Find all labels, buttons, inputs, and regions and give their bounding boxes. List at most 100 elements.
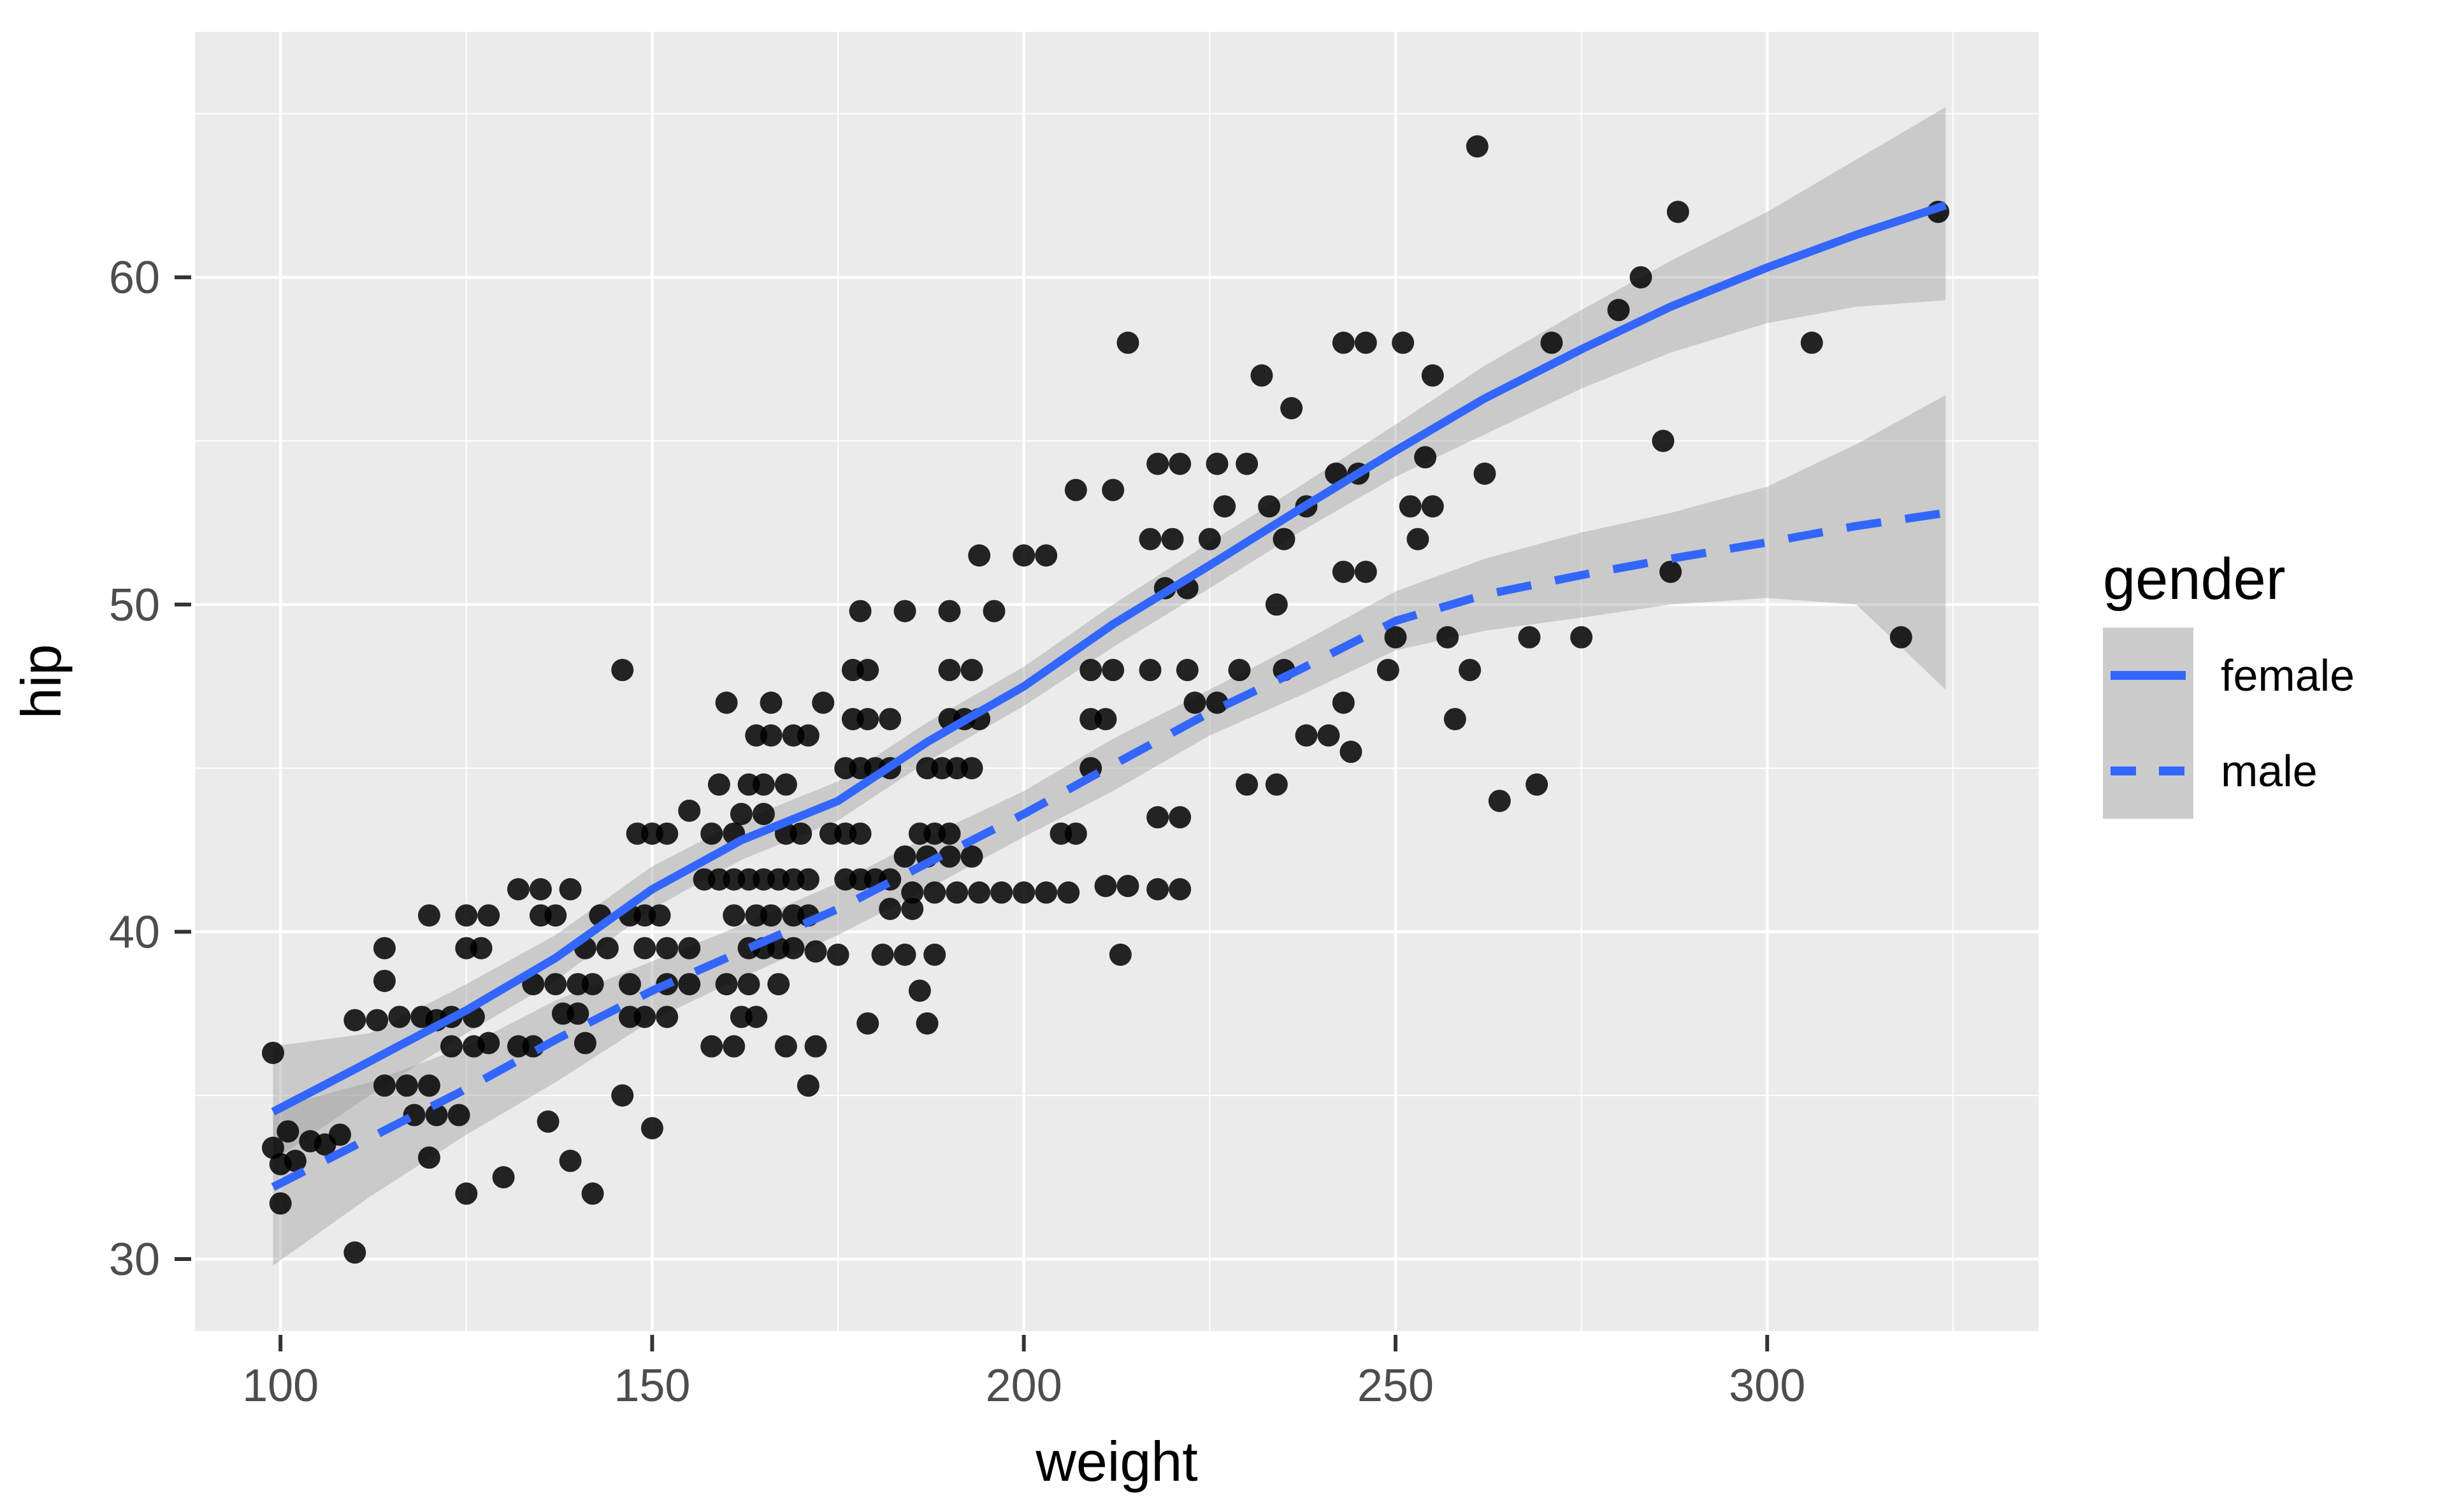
scatter-point xyxy=(477,904,500,927)
scatter-point xyxy=(983,600,1006,623)
scatter-point xyxy=(455,1182,478,1205)
female-trend-line xyxy=(271,201,1947,1116)
scatter-point xyxy=(715,973,738,996)
scatter-point xyxy=(723,1035,746,1058)
scatter-point xyxy=(492,1166,515,1189)
scatter-point xyxy=(826,943,849,966)
scatter-point xyxy=(901,897,924,920)
scatter-point xyxy=(1332,691,1355,714)
scatter-point xyxy=(938,600,961,623)
scatter-point xyxy=(893,943,916,966)
confidence-bands xyxy=(273,107,1946,1266)
scatter-point xyxy=(804,940,827,963)
y-tick-label: 40 xyxy=(109,907,160,958)
scatter-point xyxy=(938,659,961,682)
scatter-point xyxy=(417,904,440,927)
scatter-point xyxy=(1169,878,1192,901)
scatter-point xyxy=(752,803,775,826)
scatter-point xyxy=(700,1035,723,1058)
scatter-point xyxy=(916,1012,939,1035)
scatter-point xyxy=(990,881,1013,904)
scatter-point xyxy=(774,773,797,796)
scatter-point xyxy=(343,1009,366,1032)
scatter-point xyxy=(849,822,872,845)
scatter-point xyxy=(366,1009,389,1032)
plot-panel xyxy=(195,32,2039,1331)
scatter-point xyxy=(417,1146,440,1169)
scatter-point xyxy=(277,1120,300,1143)
scatter-point xyxy=(760,724,783,747)
scatter-point xyxy=(856,708,879,731)
scatter-point xyxy=(782,937,805,960)
legend-label: male xyxy=(2221,746,2318,796)
scatter-point xyxy=(752,773,775,796)
scatter-point xyxy=(559,1149,582,1172)
scatter-point xyxy=(812,691,835,714)
scatter-point xyxy=(1206,691,1229,714)
scatter-point xyxy=(1079,659,1102,682)
scatter-point xyxy=(1295,724,1318,747)
scatter-point xyxy=(1176,659,1199,682)
scatter-point xyxy=(1273,528,1296,551)
scatter-point xyxy=(1354,560,1377,583)
scatter-point xyxy=(760,904,783,927)
x-tick-label: 100 xyxy=(242,1360,319,1411)
scatter-point xyxy=(960,659,983,682)
scatter-point xyxy=(1399,495,1422,518)
scatter-point xyxy=(767,973,790,996)
scatter-point xyxy=(1236,773,1259,796)
scatter-point xyxy=(656,937,679,960)
scatter-point xyxy=(678,799,701,822)
scatter-point xyxy=(678,937,701,960)
scatter-point xyxy=(537,1110,559,1133)
scatter-point xyxy=(1258,495,1281,518)
scatter-point xyxy=(1116,331,1139,354)
scatter-point xyxy=(1384,626,1407,649)
scatter-point xyxy=(1376,659,1399,682)
scatter-point xyxy=(373,1074,396,1097)
scatter-point xyxy=(574,1032,596,1055)
scatter-point xyxy=(1146,878,1169,901)
scatter-point xyxy=(1169,452,1192,475)
scatter-point xyxy=(723,904,746,927)
scatter-point xyxy=(1213,495,1236,518)
x-tick-label: 150 xyxy=(614,1360,690,1411)
scatter-point xyxy=(797,724,819,747)
scatter-point xyxy=(544,973,567,996)
scatter-point xyxy=(373,937,396,960)
y-axis-title: hip xyxy=(10,644,73,719)
scatter-point xyxy=(1421,364,1444,387)
scatter-point xyxy=(1183,691,1206,714)
scatter-point xyxy=(1206,452,1229,475)
scatter-point xyxy=(470,937,493,960)
scatter-point xyxy=(633,937,656,960)
scatter-point xyxy=(938,822,961,845)
scatter-point xyxy=(373,969,396,992)
scatter-point xyxy=(395,1074,418,1097)
scatter-point xyxy=(1659,560,1682,583)
scatter-point xyxy=(1354,331,1377,354)
scatter-point xyxy=(567,1002,589,1025)
scatter-point xyxy=(656,1005,679,1028)
scatter-point xyxy=(447,1104,470,1127)
scatter-point xyxy=(1013,544,1036,567)
y-tick-label: 60 xyxy=(109,252,160,303)
scatter-point xyxy=(1473,462,1496,485)
scatter-point xyxy=(960,757,983,780)
scatter-point xyxy=(1666,200,1689,223)
scatter-point xyxy=(1102,479,1125,501)
scatter-point xyxy=(1094,875,1117,898)
scatter-point xyxy=(1146,806,1169,829)
scatter-point xyxy=(581,1182,604,1205)
scatter-point xyxy=(1139,659,1162,682)
legend-keys: female male xyxy=(2103,628,2355,819)
scatter-point xyxy=(797,868,819,891)
scatter-point xyxy=(745,1005,768,1028)
scatter-point xyxy=(1540,331,1563,354)
x-tick-label: 200 xyxy=(986,1360,1062,1411)
scatter-point xyxy=(440,1035,463,1058)
legend-entry-male: male xyxy=(2103,723,2318,819)
scatter-point xyxy=(923,943,946,966)
data-points xyxy=(261,135,1950,1264)
